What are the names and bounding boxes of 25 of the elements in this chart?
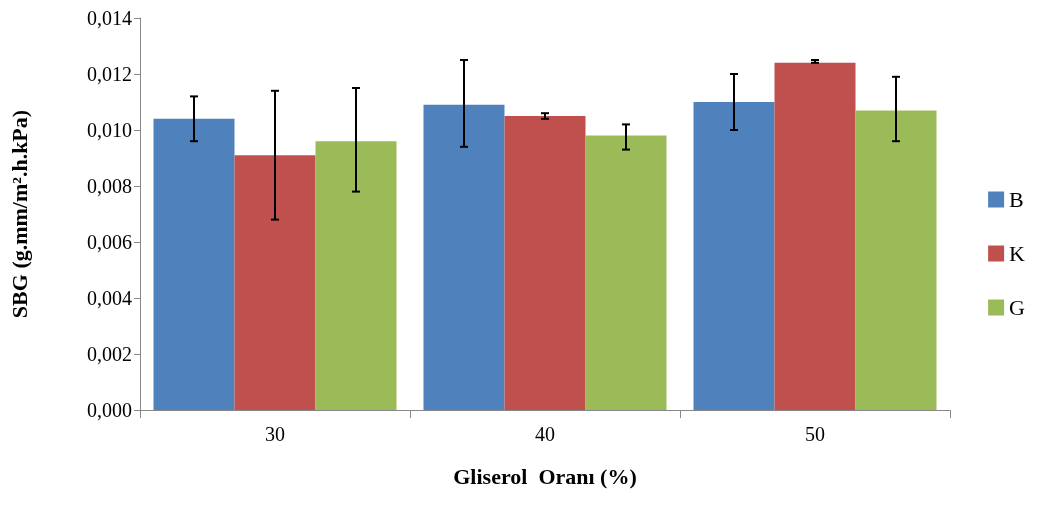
y-tick-label: 0,000 xyxy=(87,399,132,421)
y-tick-label: 0,012 xyxy=(87,63,132,85)
y-tick-label: 0,006 xyxy=(87,231,132,253)
bar xyxy=(153,118,235,410)
bar xyxy=(315,141,397,410)
bar xyxy=(234,155,316,410)
x-tick-label: 30 xyxy=(265,423,285,445)
y-axis-title: SBG (g.mm/m².h.kPa) xyxy=(6,109,32,319)
bar xyxy=(774,62,856,410)
y-tick-label: 0,014 xyxy=(87,7,132,29)
legend-label: K xyxy=(1009,241,1026,266)
legend-label: B xyxy=(1009,187,1024,212)
legend-label: G xyxy=(1009,295,1026,320)
bar xyxy=(585,135,667,410)
y-tick-label: 0,010 xyxy=(87,119,132,141)
bar xyxy=(423,104,505,410)
bar xyxy=(504,116,586,410)
y-tick-label: 0,008 xyxy=(87,175,132,197)
y-tick-label: 0,004 xyxy=(87,287,132,309)
x-tick-label: 50 xyxy=(805,423,825,445)
y-tick-label: 0,002 xyxy=(87,343,132,365)
x-axis-title: Gliserol Oranı (%) xyxy=(453,463,637,489)
x-tick-label: 40 xyxy=(535,423,555,445)
bar xyxy=(855,110,937,410)
bar xyxy=(693,102,775,410)
